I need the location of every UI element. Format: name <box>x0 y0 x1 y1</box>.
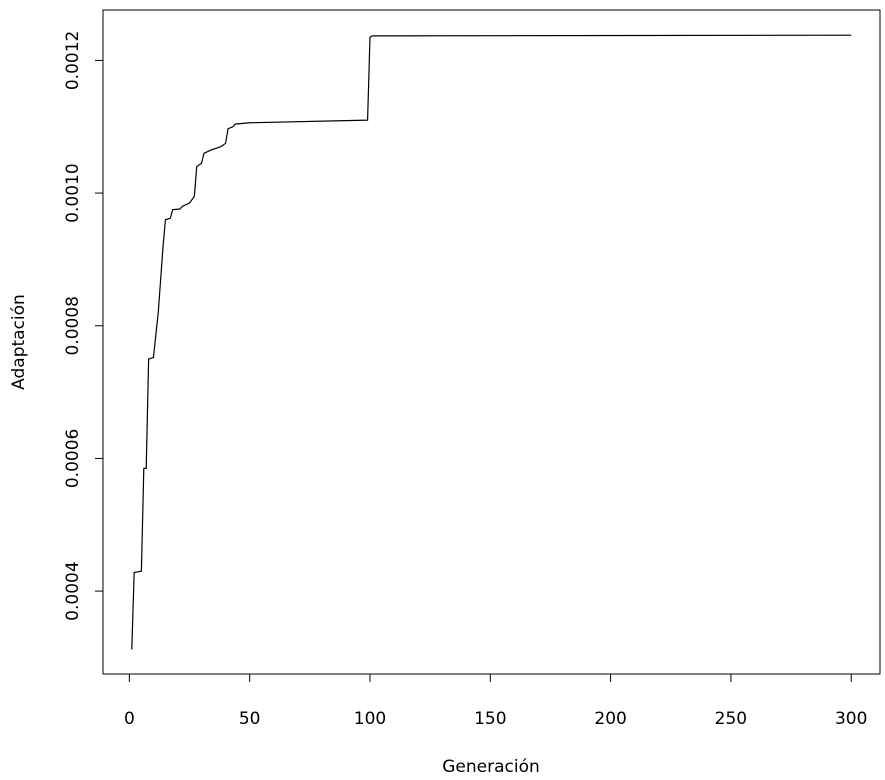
x-tick-label: 250 <box>715 709 747 729</box>
y-tick-label: 0.0012 <box>63 31 83 90</box>
data-line <box>131 34 852 650</box>
x-tick-label: 200 <box>594 709 626 729</box>
y-tick-label: 0.0010 <box>63 163 83 222</box>
y-axis-title: Adaptación <box>9 294 29 390</box>
y-tick-label: 0.0006 <box>63 429 83 488</box>
plot-box <box>102 9 881 675</box>
y-tick-label: 0.0008 <box>63 296 83 355</box>
x-tick-label: 0 <box>124 709 135 729</box>
x-tick-label: 150 <box>474 709 506 729</box>
x-tick-label: 100 <box>354 709 386 729</box>
x-axis-title: Generación <box>442 757 540 777</box>
x-tick-label: 50 <box>239 709 261 729</box>
y-tick-label: 0.0004 <box>63 561 83 620</box>
x-tick-label: 300 <box>835 709 867 729</box>
